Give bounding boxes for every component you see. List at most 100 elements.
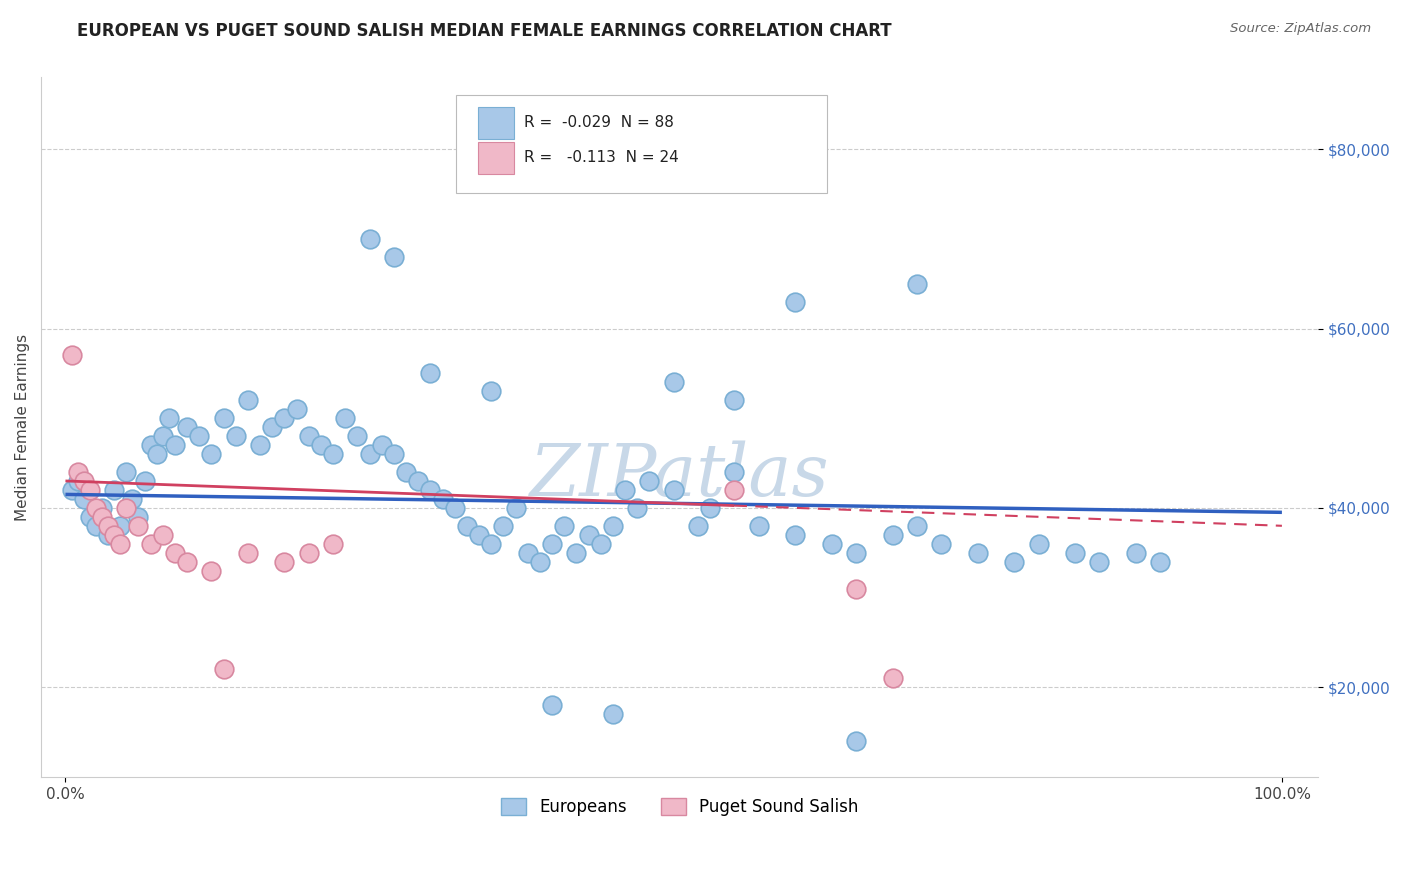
Point (479, 537, 502, 551)
Point (882, 528, 904, 542)
Point (134, 474, 156, 488)
Legend: Europeans, Puget Sound Salish: Europeans, Puget Sound Salish (494, 789, 866, 824)
Point (127, 518, 149, 533)
FancyBboxPatch shape (478, 142, 513, 174)
Point (200, 447, 222, 461)
Point (212, 411, 235, 425)
Point (200, 564, 222, 578)
Point (468, 528, 491, 542)
Point (79, 483, 101, 497)
Point (785, 294, 807, 309)
Point (505, 500, 527, 515)
Point (443, 500, 465, 515)
FancyBboxPatch shape (478, 107, 513, 138)
FancyBboxPatch shape (456, 95, 827, 193)
Point (103, 483, 125, 497)
Point (626, 500, 648, 515)
Point (382, 250, 405, 264)
Text: R =  -0.029  N = 88: R = -0.029 N = 88 (524, 115, 673, 130)
Point (541, 698, 564, 713)
Point (84, 518, 107, 533)
Point (121, 491, 143, 506)
Point (73, 474, 96, 488)
Point (115, 465, 138, 479)
Point (139, 537, 162, 551)
Point (249, 438, 271, 452)
Point (905, 518, 928, 533)
Point (97, 518, 120, 533)
Point (785, 528, 807, 542)
Point (905, 277, 928, 291)
Point (1149, 555, 1171, 569)
Point (602, 707, 624, 722)
Point (723, 465, 745, 479)
Point (1028, 537, 1050, 551)
Text: R =   -0.113  N = 24: R = -0.113 N = 24 (524, 151, 679, 165)
Point (103, 528, 125, 542)
Point (273, 555, 295, 569)
Point (686, 518, 709, 533)
Point (176, 420, 198, 434)
Point (90, 500, 112, 515)
Point (1125, 546, 1147, 560)
Point (1088, 555, 1111, 569)
Point (419, 483, 441, 497)
Point (845, 734, 868, 748)
Point (553, 518, 575, 533)
Point (157, 411, 180, 425)
Point (236, 393, 259, 408)
Point (60, 483, 83, 497)
Text: Source: ZipAtlas.com: Source: ZipAtlas.com (1230, 22, 1371, 36)
Point (589, 537, 612, 551)
Point (432, 491, 454, 506)
Point (66, 474, 89, 488)
Point (1002, 555, 1025, 569)
Point (335, 411, 357, 425)
Point (152, 528, 174, 542)
Point (322, 447, 344, 461)
Point (699, 500, 721, 515)
Point (1064, 546, 1087, 560)
Point (163, 546, 186, 560)
Point (614, 483, 637, 497)
Y-axis label: Median Female Earnings: Median Female Earnings (15, 334, 30, 521)
Point (395, 465, 418, 479)
Text: EUROPEAN VS PUGET SOUND SALISH MEDIAN FEMALE EARNINGS CORRELATION CHART: EUROPEAN VS PUGET SOUND SALISH MEDIAN FE… (77, 22, 891, 40)
Point (966, 546, 988, 560)
Point (262, 420, 284, 434)
Point (188, 429, 211, 443)
Point (139, 438, 162, 452)
Point (370, 438, 392, 452)
Point (406, 474, 429, 488)
Point (90, 509, 112, 524)
Point (541, 537, 564, 551)
Point (638, 474, 661, 488)
Point (565, 546, 588, 560)
Point (298, 546, 321, 560)
Point (322, 537, 344, 551)
Point (273, 411, 295, 425)
Point (359, 447, 381, 461)
Point (479, 384, 502, 399)
Point (73, 491, 96, 506)
Point (115, 500, 138, 515)
Point (882, 671, 904, 685)
Point (176, 555, 198, 569)
Point (456, 518, 478, 533)
Point (662, 483, 685, 497)
Point (662, 376, 685, 390)
Point (359, 232, 381, 246)
Point (212, 662, 235, 676)
Point (60, 348, 83, 362)
Point (929, 537, 952, 551)
Point (127, 509, 149, 524)
Point (298, 429, 321, 443)
Point (309, 438, 332, 452)
Point (163, 438, 186, 452)
Point (723, 483, 745, 497)
Text: ZIPatlas: ZIPatlas (530, 441, 830, 511)
Point (225, 429, 247, 443)
Point (723, 393, 745, 408)
Point (79, 509, 101, 524)
Point (492, 518, 515, 533)
